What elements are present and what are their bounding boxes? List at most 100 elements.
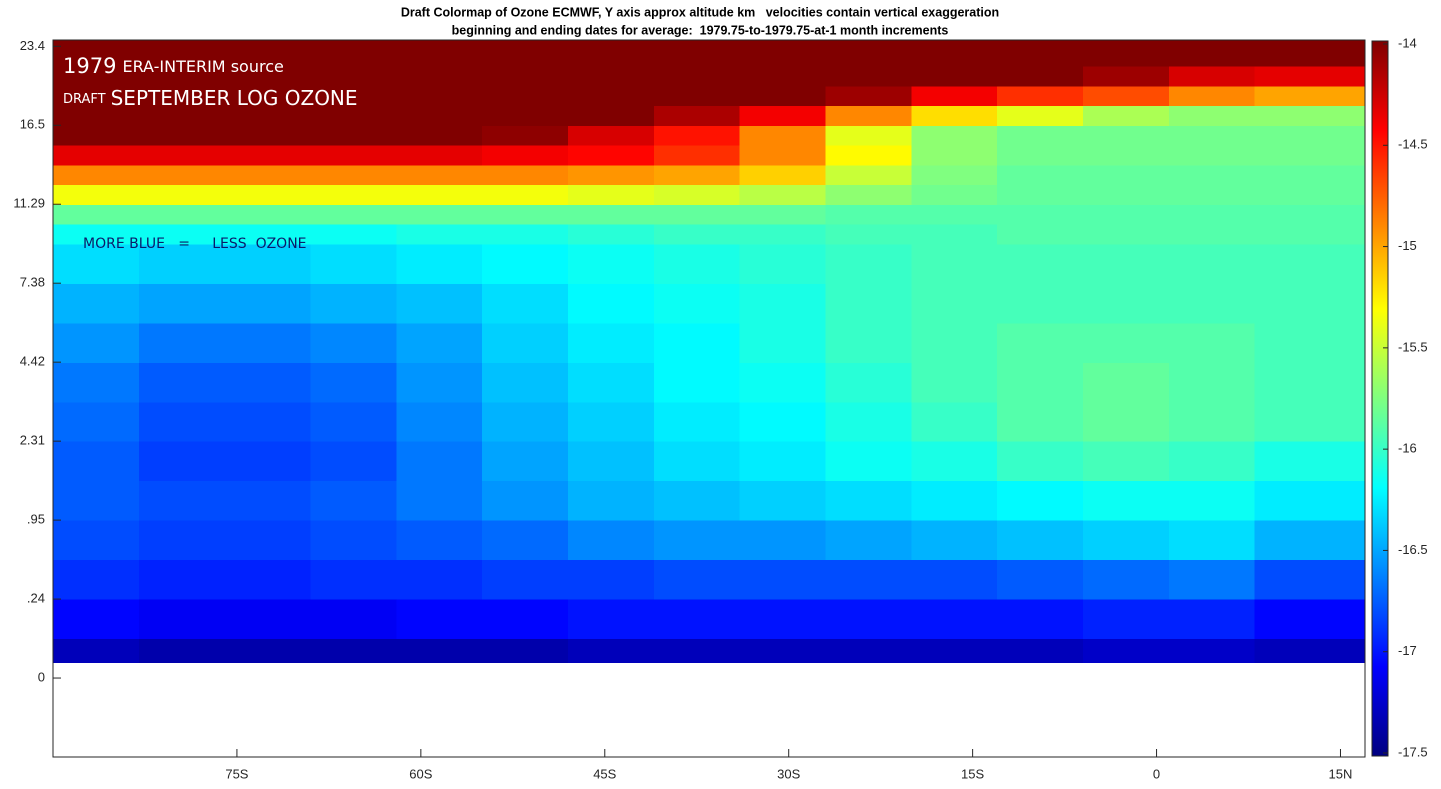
cell [1168, 204, 1256, 225]
cell [567, 322, 655, 363]
cell [224, 184, 312, 205]
cell [1082, 559, 1170, 600]
cell [997, 145, 1084, 166]
cell [997, 204, 1084, 225]
cell [1082, 599, 1170, 640]
y-tick-label: 7.38 [20, 275, 45, 290]
cell [653, 164, 741, 186]
cell [567, 223, 655, 245]
colorbar-tick-label: -17 [1398, 643, 1417, 658]
cell [911, 40, 998, 67]
cell [396, 638, 483, 663]
cell [396, 204, 483, 225]
cell [224, 441, 312, 482]
cell [1082, 204, 1170, 225]
cell [739, 362, 827, 403]
cell [997, 401, 1084, 442]
y-tick-label: 16.5 [20, 117, 45, 132]
cell [653, 204, 741, 225]
cell [1254, 66, 1366, 87]
cell [224, 362, 312, 403]
cell [825, 40, 912, 67]
cell [138, 204, 226, 225]
cell [997, 322, 1084, 363]
cell [224, 85, 312, 107]
cell [396, 283, 483, 324]
cell [1082, 401, 1170, 442]
cell [1254, 599, 1366, 640]
cell [482, 66, 569, 87]
cell [911, 559, 998, 600]
cell [997, 66, 1084, 87]
cell [825, 441, 912, 482]
cell [1254, 362, 1366, 403]
cell [1168, 401, 1256, 442]
cell [911, 520, 998, 561]
cell [1254, 125, 1366, 146]
cell [53, 283, 140, 324]
cell [396, 164, 483, 186]
cell [224, 105, 312, 126]
cell [911, 204, 998, 225]
cell [911, 184, 998, 205]
chart-title: Draft Colormap of Ozone ECMWF, Y axis ap… [401, 5, 999, 19]
cell [653, 145, 741, 166]
cell [997, 362, 1084, 403]
colorbar [1371, 40, 1389, 757]
cell [653, 66, 741, 87]
cell [1082, 184, 1170, 205]
cell [396, 243, 483, 284]
cell [482, 599, 569, 640]
cell [911, 441, 998, 482]
cell [1082, 243, 1170, 284]
cell [653, 40, 741, 67]
cell [1082, 362, 1170, 403]
cell [1168, 223, 1256, 245]
cell [1168, 362, 1256, 403]
cell [1168, 559, 1256, 600]
cell [739, 125, 827, 146]
cell [653, 520, 741, 561]
cell [53, 401, 140, 442]
cell [739, 145, 827, 166]
cell [396, 599, 483, 640]
annotation: DRAFT SEPTEMBER LOG OZONE [63, 86, 358, 110]
cell [396, 184, 483, 205]
cell [1168, 520, 1256, 561]
cell [653, 223, 741, 245]
cell [53, 184, 140, 205]
cell [1082, 105, 1170, 126]
cell [739, 559, 827, 600]
x-tick-label: 15N [1329, 766, 1353, 781]
cell [739, 223, 827, 245]
cell [825, 559, 912, 600]
cell [1254, 520, 1366, 561]
y-tick-label: .95 [27, 512, 45, 527]
cell [53, 40, 140, 67]
cell [567, 125, 655, 146]
cell [396, 125, 483, 146]
cell [396, 66, 483, 87]
cell [739, 322, 827, 363]
cell [1168, 85, 1256, 107]
x-tick-label: 0 [1153, 766, 1160, 781]
cell [653, 125, 741, 146]
cell [138, 638, 226, 663]
cell [997, 559, 1084, 600]
cell [1082, 638, 1170, 663]
plot-frame [52, 39, 1366, 758]
cell [825, 283, 912, 324]
cell [997, 40, 1084, 67]
cell [138, 164, 226, 186]
cell [825, 520, 912, 561]
cell [138, 520, 226, 561]
cell [138, 362, 226, 403]
cell [997, 480, 1084, 521]
colorbar-tick-label: -17.5 [1398, 744, 1428, 759]
cell [1254, 184, 1366, 205]
cell [396, 559, 483, 600]
colorbar-tick-label: -15.5 [1398, 339, 1428, 354]
cell [138, 125, 226, 146]
cell [653, 283, 741, 324]
cell [53, 480, 140, 521]
